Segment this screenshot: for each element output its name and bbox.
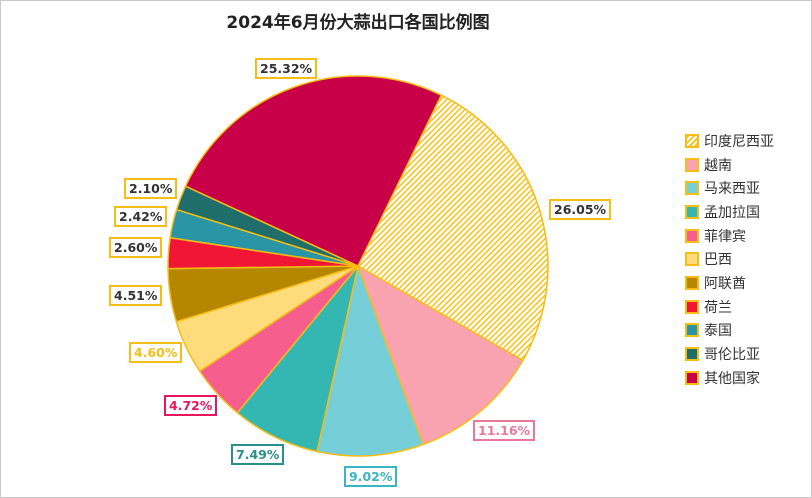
legend-item[interactable]: 泰国 (685, 319, 774, 343)
legend-item[interactable]: 荷兰 (685, 295, 774, 319)
legend-swatch (685, 275, 699, 290)
data-label: 9.02% (344, 466, 398, 487)
data-label: 4.60% (129, 342, 183, 363)
legend-swatch (685, 133, 699, 148)
legend-label: 菲律宾 (704, 228, 746, 245)
legend-swatch (685, 252, 699, 267)
data-label: 25.32% (255, 58, 318, 79)
legend: 印度尼西亚越南马来西亚孟加拉国菲律宾巴西阿联酋荷兰泰国哥伦比亚其他国家 (685, 129, 774, 390)
legend-swatch (685, 347, 699, 362)
legend-item[interactable]: 孟加拉国 (685, 200, 774, 224)
chart-title: 2024年6月份大蒜出口各国比例图 (226, 13, 490, 33)
legend-label: 哥伦比亚 (704, 347, 760, 364)
legend-swatch (685, 370, 699, 385)
legend-label: 孟加拉国 (704, 204, 760, 221)
legend-swatch (685, 299, 699, 314)
legend-swatch (685, 181, 699, 196)
legend-swatch (685, 228, 699, 243)
data-label: 2.42% (114, 206, 168, 227)
legend-label: 阿联酋 (704, 275, 746, 292)
data-label: 26.05% (549, 199, 612, 220)
pie-slice-10[interactable] (184, 75, 443, 267)
data-label: 4.72% (164, 395, 218, 416)
legend-item[interactable]: 菲律宾 (685, 224, 774, 248)
data-label: 2.10% (124, 178, 178, 199)
data-label: 11.16% (473, 420, 536, 441)
pie-slice-2[interactable] (316, 263, 425, 457)
legend-label: 印度尼西亚 (704, 133, 774, 150)
legend-item[interactable]: 巴西 (685, 247, 774, 271)
legend-item[interactable]: 马来西亚 (685, 176, 774, 200)
pie-slice-0[interactable] (357, 94, 549, 362)
data-label: 4.51% (109, 285, 163, 306)
legend-label: 其他国家 (704, 370, 760, 387)
data-label: 7.49% (231, 444, 285, 465)
legend-item[interactable]: 阿联酋 (685, 271, 774, 295)
legend-item[interactable]: 其他国家 (685, 366, 774, 390)
legend-swatch (685, 204, 699, 219)
legend-label: 马来西亚 (704, 181, 760, 198)
legend-label: 巴西 (704, 252, 732, 269)
legend-swatch (685, 157, 699, 172)
legend-label: 越南 (704, 157, 732, 174)
legend-item[interactable]: 越南 (685, 153, 774, 177)
pie-slice-1[interactable] (356, 264, 524, 446)
legend-item[interactable]: 哥伦比亚 (685, 342, 774, 366)
data-label: 2.60% (109, 237, 163, 258)
legend-item[interactable]: 印度尼西亚 (685, 129, 774, 153)
legend-label: 泰国 (704, 323, 732, 340)
legend-label: 荷兰 (704, 299, 732, 316)
legend-swatch (685, 323, 699, 338)
